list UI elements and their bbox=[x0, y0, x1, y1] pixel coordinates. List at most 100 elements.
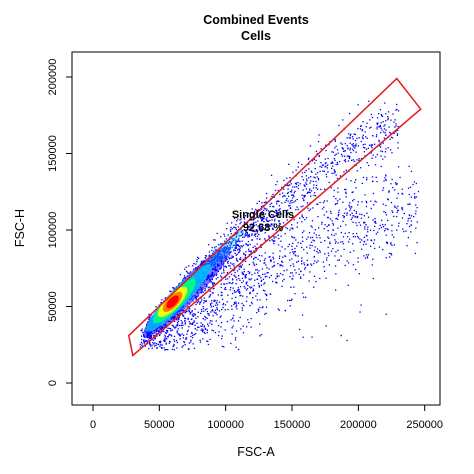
data-point bbox=[165, 297, 167, 299]
data-point bbox=[261, 229, 263, 231]
data-point bbox=[319, 165, 321, 168]
data-point bbox=[250, 256, 253, 258]
data-point bbox=[200, 260, 203, 263]
data-point bbox=[289, 177, 291, 179]
data-point bbox=[237, 290, 239, 292]
data-point bbox=[337, 187, 339, 189]
data-point bbox=[300, 277, 302, 279]
data-point bbox=[295, 183, 298, 185]
data-point bbox=[254, 217, 257, 219]
data-point bbox=[141, 338, 143, 341]
data-point bbox=[241, 246, 243, 248]
data-point bbox=[416, 207, 418, 209]
data-point bbox=[171, 348, 174, 350]
data-point bbox=[309, 237, 312, 239]
gate-name-label: Single Cells bbox=[232, 209, 294, 221]
data-point bbox=[345, 169, 347, 171]
data-point bbox=[236, 259, 238, 261]
data-point bbox=[311, 245, 313, 247]
data-point bbox=[413, 216, 415, 218]
data-point bbox=[229, 241, 231, 243]
data-point bbox=[261, 307, 263, 309]
data-point bbox=[350, 218, 352, 221]
data-point bbox=[355, 187, 357, 189]
data-point bbox=[145, 339, 147, 342]
data-point bbox=[234, 247, 236, 249]
data-point bbox=[363, 222, 365, 224]
data-point bbox=[255, 263, 258, 265]
data-point bbox=[254, 210, 256, 212]
data-point bbox=[190, 339, 192, 341]
data-point bbox=[342, 148, 344, 150]
data-point bbox=[232, 239, 234, 241]
data-point bbox=[256, 278, 259, 280]
data-point bbox=[224, 304, 227, 306]
data-point bbox=[291, 224, 293, 226]
data-point bbox=[234, 252, 236, 255]
data-point bbox=[192, 323, 194, 325]
data-point bbox=[198, 326, 200, 328]
y-tick-label: 150000 bbox=[47, 135, 59, 172]
data-point bbox=[288, 195, 290, 197]
x-tick-label: 250000 bbox=[406, 419, 443, 431]
data-point bbox=[397, 142, 399, 144]
data-point bbox=[252, 288, 254, 290]
data-point bbox=[158, 304, 160, 306]
data-point bbox=[252, 225, 255, 227]
data-point bbox=[258, 310, 260, 312]
data-point bbox=[279, 250, 281, 252]
data-point bbox=[244, 274, 247, 276]
data-point bbox=[315, 280, 317, 283]
data-point bbox=[165, 332, 167, 334]
data-point bbox=[391, 152, 393, 154]
data-point bbox=[233, 303, 235, 306]
data-point bbox=[230, 267, 232, 270]
data-point bbox=[394, 205, 396, 207]
data-point bbox=[203, 299, 205, 302]
data-point bbox=[232, 325, 234, 327]
data-point bbox=[197, 295, 200, 297]
data-point bbox=[171, 329, 174, 331]
data-point bbox=[220, 326, 222, 328]
data-point bbox=[254, 230, 256, 233]
data-point bbox=[241, 277, 243, 279]
data-point bbox=[257, 258, 259, 260]
data-point bbox=[234, 302, 236, 304]
data-point bbox=[291, 194, 293, 196]
data-point bbox=[238, 275, 240, 277]
data-point bbox=[192, 334, 194, 336]
data-point bbox=[253, 263, 255, 265]
data-point bbox=[244, 276, 247, 278]
data-point bbox=[250, 252, 252, 254]
data-point bbox=[331, 167, 333, 169]
data-point bbox=[370, 126, 372, 128]
data-point bbox=[262, 289, 265, 291]
data-point bbox=[380, 113, 383, 116]
data-point bbox=[210, 281, 212, 283]
data-point bbox=[161, 344, 163, 346]
data-point bbox=[372, 154, 374, 156]
data-point bbox=[226, 258, 228, 260]
data-point bbox=[278, 205, 280, 207]
data-point bbox=[360, 125, 362, 127]
data-point bbox=[323, 200, 326, 202]
data-point bbox=[213, 282, 215, 284]
data-point bbox=[280, 212, 282, 214]
data-point bbox=[292, 236, 294, 239]
data-point bbox=[227, 260, 229, 262]
data-point bbox=[212, 285, 214, 287]
data-point bbox=[287, 209, 289, 211]
data-point bbox=[374, 218, 376, 220]
data-point bbox=[325, 173, 327, 176]
data-point bbox=[237, 226, 239, 228]
data-point bbox=[269, 219, 271, 222]
data-point bbox=[306, 252, 308, 254]
data-point bbox=[397, 225, 400, 227]
data-point bbox=[238, 291, 240, 293]
data-point bbox=[244, 287, 246, 289]
data-point bbox=[360, 140, 362, 143]
data-point bbox=[248, 278, 250, 280]
data-point bbox=[286, 184, 289, 187]
data-point bbox=[347, 160, 350, 162]
